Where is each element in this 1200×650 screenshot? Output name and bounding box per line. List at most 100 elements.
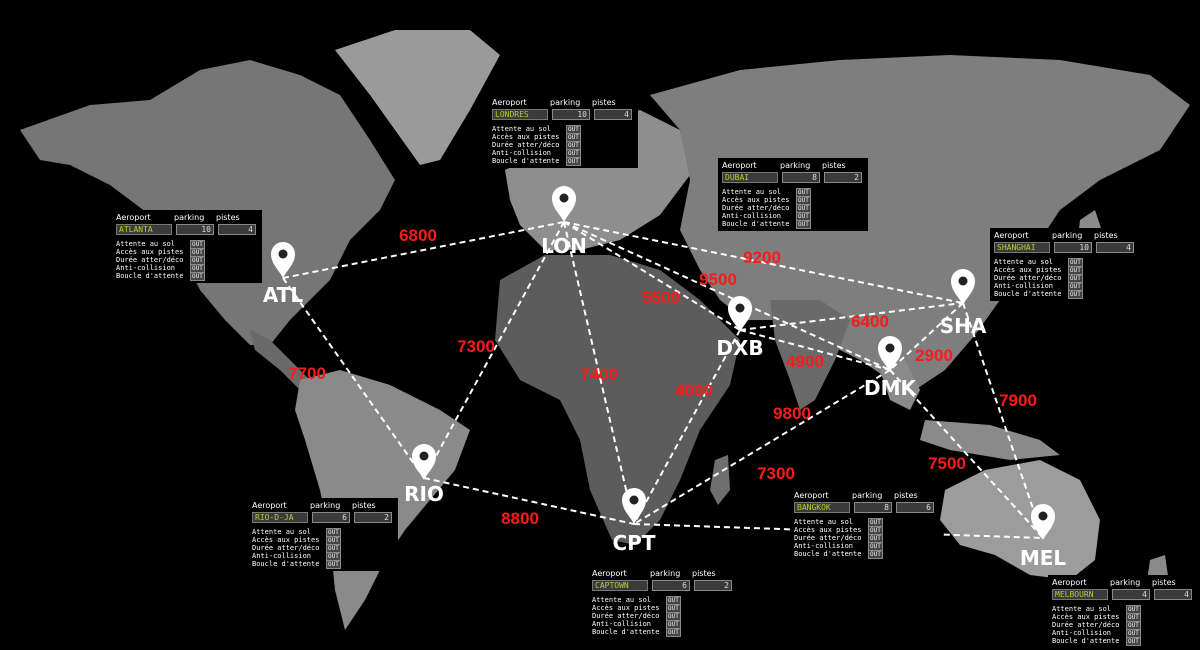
status-row: Accès aux pistes OUT [492,133,634,142]
header-airport: Aeroport [994,231,1029,240]
status-row: Anti-collision OUT [252,552,394,561]
route-dmk-mel [889,369,1044,539]
distance-label-lon-cpt: 7400 [580,365,618,384]
header-parking: parking [550,98,581,107]
status-row: Attente au sol OUT [116,240,258,249]
airport-pin-dmk[interactable]: DMK [864,336,918,400]
airport-panel-cpt: Aeroport parking pistes CAPTOWN 6 2 Attente au… [588,566,738,639]
header-runways: pistes [1152,578,1176,587]
route-atl-lon [282,221,565,279]
status-row: Accès aux pistes OUT [1052,613,1194,622]
status-label: Boucle d'attente [252,560,320,568]
distance-label-dxb-dmk: 4900 [786,352,824,371]
route-lon-dxb [563,221,741,331]
airport-pin-sha[interactable]: SHA [940,269,987,338]
distance-label-atl-lon: 6800 [399,226,437,245]
status-label: Boucle d'attente [116,272,184,280]
status-row: Attente au sol OUT [592,596,734,605]
status-label: Attente au sol [592,596,652,604]
airport-code-label: DXB [716,336,763,360]
map-pin-icon [412,444,436,480]
status-row: Durée atter/déco OUT [794,534,936,543]
landmass-europe [505,110,690,250]
airport-code-label: RIO [404,482,444,506]
header-runways: pistes [592,98,616,107]
panel-values: ATLANTA 10 4 [116,224,258,235]
airport-code-label: LON [541,234,587,258]
status-row: Attente au sol OUT [994,258,1136,267]
status-label: Accès aux pistes [116,248,184,256]
parking-count: 6 [312,512,350,523]
status-list: Attente au sol OUT Accès aux pistes OUT Duré… [116,240,258,281]
status-row: Attente au sol OUT [492,125,634,134]
status-indicator: OUT [796,220,811,229]
status-label: Accès aux pistes [252,536,320,544]
parking-count: 10 [176,224,214,235]
status-row: Boucle d'attente OUT [722,220,864,229]
distance-labels: 6800 7700 7300 7400 5500 9500 9200 6400 4900 4000… [288,226,1037,528]
continents [20,30,1190,630]
landmass-india [770,300,850,410]
status-label: Accès aux pistes [492,133,560,141]
status-indicator: OUT [1126,637,1141,646]
status-indicator: OUT [566,157,581,166]
status-row: Durée atter/déco OUT [994,274,1136,283]
distance-label-lon-dmk: 9500 [699,270,737,289]
distance-label-sha-dmk: 2900 [915,346,953,365]
status-row: Durée atter/déco OUT [492,141,634,150]
status-label: Anti-collision [994,282,1054,290]
panel-header: Aeroport parking pistes [592,569,734,579]
status-row: Boucle d'attente OUT [492,157,634,166]
airport-pins: ATL LON DXB SHA DMK RIO CPT MEL [263,186,1067,570]
status-label: Durée atter/déco [116,256,184,264]
header-parking: parking [174,213,205,222]
panel-values: BANGKOK 8 6 [794,502,936,513]
map-pin-hole [958,276,968,286]
header-parking: parking [650,569,681,578]
status-indicator: OUT [326,560,341,569]
header-runways: pistes [894,491,918,500]
header-runways: pistes [1094,231,1118,240]
status-row: Accès aux pistes OUT [794,526,936,535]
landmass-africa [495,255,740,545]
airport-name-display: SHANGHAI [994,242,1050,253]
airport-pin-atl[interactable]: ATL [263,242,304,307]
status-list: Attente au sol OUT Accès aux pistes OUT Duré… [252,528,394,569]
distance-label-lon-dxb: 5500 [642,288,680,307]
airport-pin-mel[interactable]: MEL [1020,504,1067,570]
panel-header: Aeroport parking pistes [794,491,936,501]
runway-count: 4 [1154,589,1192,600]
airport-pin-cpt[interactable]: CPT [613,488,656,555]
runway-count: 4 [1096,242,1134,253]
airport-panel-atl: Aeroport parking pistes ATLANTA 10 4 Attente a… [112,210,262,283]
airport-pin-lon[interactable]: LON [541,186,587,258]
runway-count: 4 [594,109,632,120]
header-parking: parking [310,501,341,510]
route-dxb-sha [739,302,964,331]
runway-count: 2 [694,580,732,591]
status-row: Accès aux pistes OUT [994,266,1136,275]
airport-pin-dxb[interactable]: DXB [716,296,764,360]
status-row: Boucle d'attente OUT [1052,637,1194,646]
status-label: Accès aux pistes [994,266,1062,274]
parking-count: 10 [552,109,590,120]
status-row: Accès aux pistes OUT [252,536,394,545]
status-row: Anti-collision OUT [492,149,634,158]
status-row: Anti-collision OUT [1052,629,1194,638]
airport-code-label: MEL [1020,546,1067,570]
header-runways: pistes [352,501,376,510]
header-parking: parking [780,161,811,170]
parking-count: 4 [1112,589,1150,600]
panel-values: RIO-D-JA 6 2 [252,512,394,523]
status-label: Boucle d'attente [1052,637,1120,645]
status-label: Boucle d'attente [722,220,790,228]
route-lon-sha [563,221,964,304]
parking-count: 10 [1054,242,1092,253]
airport-code-label: SHA [940,314,987,338]
status-label: Attente au sol [492,125,552,133]
panel-values: LONDRES 10 4 [492,109,634,120]
status-label: Durée atter/déco [994,274,1062,282]
panel-header: Aeroport parking pistes [994,231,1136,241]
airport-pin-rio[interactable]: RIO [404,444,444,506]
landmass-north-america [20,60,395,345]
